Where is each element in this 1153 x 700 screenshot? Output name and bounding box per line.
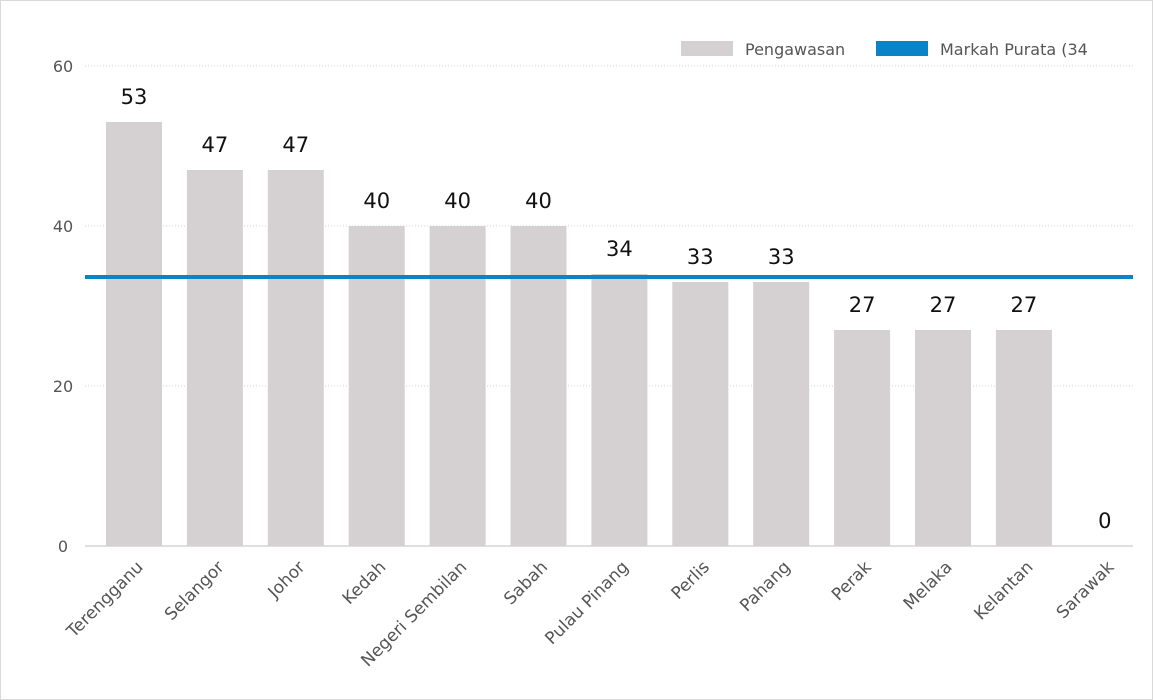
bar <box>834 330 891 546</box>
category-label: Kelantan <box>971 557 1038 624</box>
y-tick-label: 20 <box>53 377 73 396</box>
data-label: 27 <box>930 293 957 317</box>
bar <box>106 122 162 546</box>
category-label: Terengganu <box>62 557 147 642</box>
bar <box>753 282 810 546</box>
bar <box>672 282 729 546</box>
category-label: Pulau Pinang <box>541 557 633 649</box>
category-label: Selangor <box>161 557 228 624</box>
category-label: Pahang <box>736 557 794 615</box>
legend: Pengawasan Markah Purata (34 <box>681 40 1088 59</box>
data-label: 34 <box>606 237 633 261</box>
y-tick-label: 60 <box>53 57 73 76</box>
data-label: 40 <box>444 189 471 213</box>
bar <box>348 226 405 546</box>
data-label: 47 <box>282 133 309 157</box>
bar <box>915 330 971 546</box>
legend-swatch-pengawasan <box>681 41 733 56</box>
y-tick-label: 0 <box>58 537 68 556</box>
data-label: 33 <box>687 245 714 269</box>
data-label: 27 <box>1011 293 1038 317</box>
data-label: 0 <box>1098 509 1111 533</box>
data-label: 33 <box>768 245 795 269</box>
data-label: 47 <box>202 133 229 157</box>
data-label: 27 <box>849 293 876 317</box>
bar <box>429 226 486 546</box>
data-labels: 53 47 47 40 40 40 34 33 33 27 27 27 0 <box>121 85 1112 533</box>
category-label: Melaka <box>900 557 957 614</box>
category-label: Sabah <box>500 557 552 609</box>
y-axis-ticks: 0 20 40 60 <box>53 57 73 556</box>
legend-label-pengawasan: Pengawasan <box>745 40 845 59</box>
category-label: Perlis <box>668 557 714 603</box>
bar <box>591 274 648 546</box>
bar <box>267 170 324 546</box>
category-label: Johor <box>264 557 310 603</box>
y-tick-label: 40 <box>53 217 73 236</box>
bar <box>186 170 243 546</box>
data-label: 53 <box>121 85 148 109</box>
category-label: Kedah <box>339 557 390 608</box>
data-label: 40 <box>363 189 390 213</box>
category-label: Sarawak <box>1053 557 1119 623</box>
legend-label-markah-purata: Markah Purata (34 <box>940 40 1088 59</box>
bar <box>510 226 567 546</box>
category-label: Perak <box>828 557 876 605</box>
bar <box>995 330 1052 546</box>
bars <box>106 122 1052 546</box>
data-label: 40 <box>525 189 552 213</box>
legend-swatch-markah-purata <box>876 41 928 56</box>
